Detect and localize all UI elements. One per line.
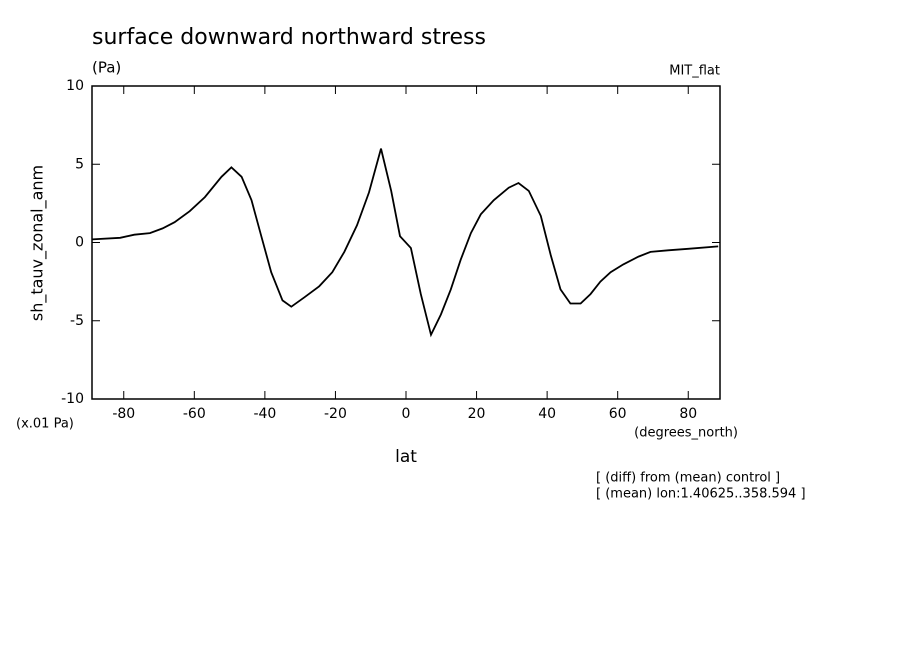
x-tick-label: -20 <box>324 406 347 422</box>
x-units: (degrees_north) <box>634 426 738 441</box>
x-tick-label: -60 <box>183 406 206 422</box>
note: [ (mean) lon:1.40625..358.594 ] <box>596 487 806 502</box>
y-tick-label: -10 <box>61 391 84 407</box>
x-tick-label: 40 <box>538 406 556 422</box>
x-tick-label: -40 <box>253 406 276 422</box>
y-tick-label: 5 <box>75 156 84 172</box>
dataset: MIT_flat <box>669 64 720 79</box>
note: [ (diff) from (mean) control ] <box>596 471 780 486</box>
x-tick-label: 60 <box>609 406 627 422</box>
y-axis-label: sh_tauv_zonal_anm <box>28 165 48 321</box>
data-line <box>91 148 719 338</box>
x-tick-label: 20 <box>468 406 486 422</box>
x-tick-label: -80 <box>112 406 135 422</box>
units: (Pa) <box>92 59 121 77</box>
y-tick-label: 10 <box>66 78 84 94</box>
chart-title: surface downward northward stress <box>92 25 486 50</box>
y-tick-label: 0 <box>75 235 84 251</box>
x-axis-label: lat <box>395 447 417 467</box>
y-scale-note: (x.01 Pa) <box>16 417 74 432</box>
x-tick-label: 0 <box>402 406 411 422</box>
x-tick-label: 80 <box>679 406 697 422</box>
y-tick-label: -5 <box>70 313 84 329</box>
